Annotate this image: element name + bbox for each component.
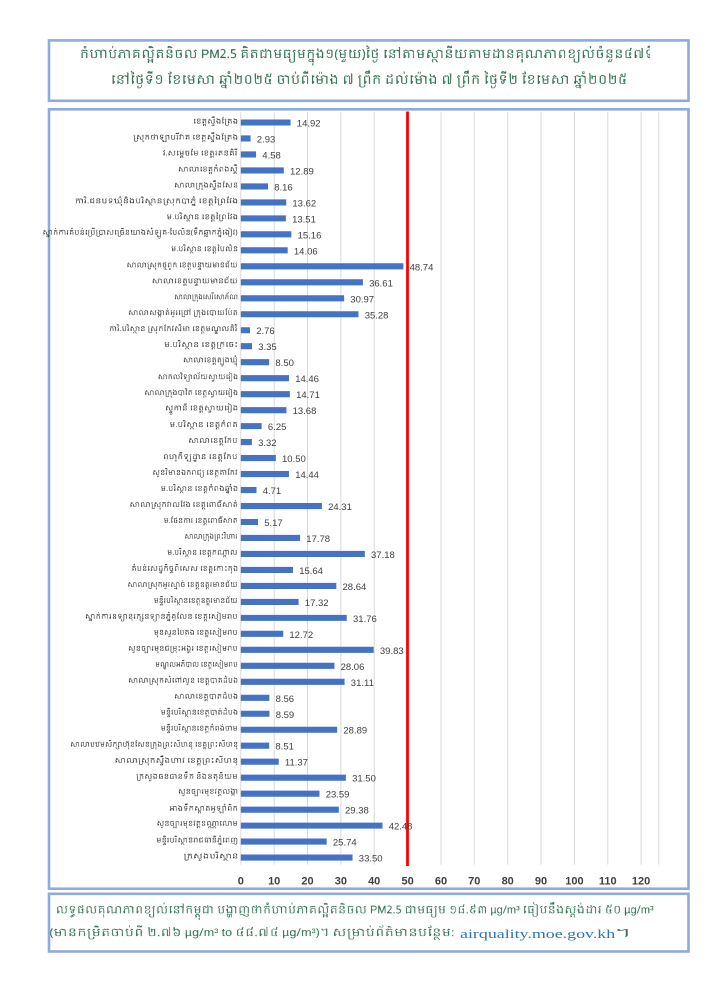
svg-text:3.32: 3.32 (258, 438, 277, 449)
svg-text:90: 90 (535, 875, 547, 887)
svg-text:3.35: 3.35 (258, 342, 277, 353)
svg-text:17.78: 17.78 (306, 534, 330, 545)
svg-text:80: 80 (502, 875, 514, 887)
svg-text:6.25: 6.25 (268, 422, 287, 433)
svg-text:12.72: 12.72 (289, 630, 313, 641)
svg-text:0: 0 (238, 875, 244, 887)
svg-text:30: 30 (335, 875, 347, 887)
svg-text:31.76: 31.76 (353, 614, 377, 625)
svg-text:8.51: 8.51 (275, 742, 294, 753)
svg-text:10: 10 (268, 875, 280, 887)
svg-text:48.74: 48.74 (410, 262, 434, 273)
svg-text:15.16: 15.16 (298, 230, 322, 241)
svg-text:8.56: 8.56 (276, 694, 295, 705)
svg-text:14.44: 14.44 (295, 470, 319, 481)
svg-text:33.50: 33.50 (359, 854, 383, 865)
svg-text:35.28: 35.28 (365, 310, 389, 321)
svg-text:37.18: 37.18 (371, 550, 395, 561)
svg-text:30.97: 30.97 (350, 294, 374, 305)
svg-text:42.48: 42.48 (389, 822, 413, 833)
svg-text:100: 100 (565, 875, 583, 887)
svg-text:31.50: 31.50 (352, 774, 376, 785)
svg-text:39.83: 39.83 (380, 646, 404, 657)
svg-text:2.76: 2.76 (256, 326, 275, 337)
svg-text:14.46: 14.46 (295, 374, 319, 385)
svg-text:13.62: 13.62 (292, 198, 316, 209)
svg-text:31.11: 31.11 (351, 678, 374, 689)
svg-text:40: 40 (368, 875, 380, 887)
svg-text:120: 120 (632, 875, 650, 887)
svg-text:13.68: 13.68 (293, 406, 317, 417)
svg-text:70: 70 (468, 875, 480, 887)
svg-text:2.93: 2.93 (257, 135, 276, 146)
svg-text:50: 50 (401, 875, 413, 887)
svg-text:15.64: 15.64 (299, 566, 323, 577)
svg-text:4.58: 4.58 (262, 151, 281, 162)
svg-text:110: 110 (599, 875, 617, 887)
svg-text:20: 20 (301, 875, 313, 887)
svg-text:25.74: 25.74 (333, 838, 357, 849)
svg-text:14.71: 14.71 (296, 390, 320, 401)
svg-text:4.71: 4.71 (263, 486, 282, 497)
svg-text:29.38: 29.38 (345, 806, 369, 817)
svg-text:8.59: 8.59 (276, 710, 295, 721)
svg-text:5.17: 5.17 (264, 518, 283, 529)
svg-text:14.06: 14.06 (294, 246, 318, 257)
svg-text:24.31: 24.31 (328, 502, 352, 513)
svg-text:airquality.moe.gov.kh: airquality.moe.gov.kh (460, 927, 616, 941)
svg-text:28.06: 28.06 (341, 662, 365, 673)
svg-text:11.37: 11.37 (285, 758, 308, 769)
svg-text:28.64: 28.64 (343, 582, 367, 593)
svg-text:8.16: 8.16 (274, 182, 293, 193)
svg-text:60: 60 (435, 875, 447, 887)
svg-text:10.50: 10.50 (282, 454, 306, 465)
svg-text:23.59: 23.59 (326, 790, 350, 801)
svg-text:28.89: 28.89 (343, 726, 367, 737)
svg-text:12.89: 12.89 (290, 166, 314, 177)
svg-text:14.92: 14.92 (297, 119, 321, 130)
svg-text:36.61: 36.61 (369, 278, 393, 289)
svg-text:17.32: 17.32 (305, 598, 329, 609)
svg-text:13.51: 13.51 (292, 214, 316, 225)
svg-text:8.50: 8.50 (275, 358, 294, 369)
